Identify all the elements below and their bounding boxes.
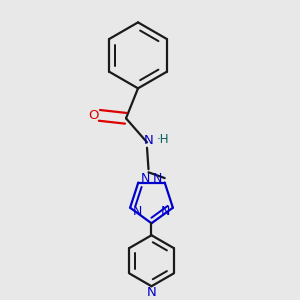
Text: O: O [88,109,99,122]
Text: N: N [161,205,170,218]
Text: N: N [144,134,153,147]
Text: N: N [147,286,156,299]
Text: N: N [133,205,142,218]
Text: ·H: ·H [157,133,169,146]
Text: N: N [141,172,151,185]
Text: N: N [152,172,162,185]
